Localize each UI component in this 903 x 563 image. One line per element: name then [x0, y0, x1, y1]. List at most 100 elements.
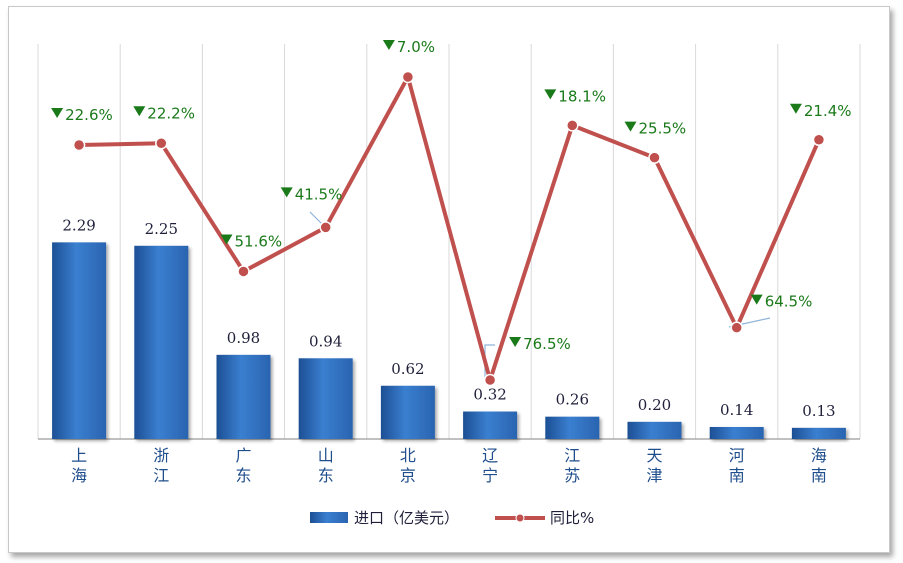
down-triangle-icon [509, 337, 522, 347]
legend-bar-label: 进口（亿美元） [354, 509, 459, 527]
pct-value-label: 64.5% [765, 293, 813, 311]
line-point-7 [648, 151, 661, 164]
pct-label-group: 7.0% [382, 38, 435, 56]
legend-bar-swatch [310, 512, 348, 523]
pct-value-label: 25.5% [639, 120, 687, 138]
bar-9 [791, 427, 846, 439]
bar-value-label: 0.14 [720, 401, 753, 419]
category-label: 海南 [811, 446, 827, 485]
down-triangle-icon [280, 187, 293, 198]
bar-value-label: 2.25 [145, 220, 178, 238]
pct-value-label: 21.4% [804, 102, 852, 120]
pct-value-label: 22.2% [147, 104, 195, 122]
line-series [72, 70, 826, 387]
bar-1 [134, 245, 189, 439]
leader-line [309, 211, 323, 225]
bar-3 [298, 358, 353, 439]
down-triangle-icon [51, 108, 64, 119]
category-char: 广 [235, 446, 251, 465]
pct-label-group: 22.2% [133, 104, 195, 122]
pct-label-group: 41.5% [280, 185, 343, 203]
category-char: 苏 [564, 466, 580, 485]
pct-value-label: 22.6% [65, 106, 113, 124]
line-point-1 [155, 137, 168, 150]
line-path [79, 75, 821, 382]
pct-label-group: 51.6% [220, 232, 283, 250]
line-point-3 [319, 221, 332, 234]
bar-value-label: 0.98 [227, 329, 260, 347]
pct-label-group: 64.5% [750, 293, 813, 311]
pct-value-label: 76.5% [523, 335, 571, 353]
category-char: 辽 [482, 446, 498, 465]
bar-8 [709, 426, 764, 439]
down-triangle-icon [750, 294, 763, 305]
line-point-5 [483, 373, 497, 387]
legend-line-label: 同比% [550, 509, 594, 527]
data-labels: 2.29 2.25 0.98 0.94 0.62 0.32 0.26 0.20 0.14 0.13… [51, 38, 852, 420]
bar-value-label: 0.94 [309, 332, 342, 350]
bar-2 [216, 354, 271, 439]
category-char: 海 [811, 446, 827, 465]
line-point-9 [812, 133, 826, 147]
bar-value-label: 0.32 [473, 386, 506, 404]
down-triangle-icon [624, 121, 637, 132]
pct-label-group: 76.5% [509, 335, 571, 353]
line-point-0 [72, 138, 86, 152]
category-char: 天 [646, 446, 662, 465]
bar-4 [380, 385, 435, 439]
category-char: 江 [564, 446, 580, 465]
category-char: 东 [318, 466, 334, 485]
pct-value-label: 18.1% [558, 87, 606, 105]
category-char: 宁 [482, 466, 498, 485]
category-label: 辽宁 [482, 446, 498, 485]
down-triangle-icon [220, 234, 233, 245]
legend: 进口（亿美元） 同比% [310, 509, 594, 527]
category-char: 南 [811, 466, 827, 485]
down-triangle-icon [544, 89, 557, 100]
category-char: 北 [400, 446, 416, 465]
category-char: 津 [646, 466, 662, 485]
pct-value-label: 7.0% [397, 38, 435, 56]
pct-label-group: 21.4% [789, 102, 852, 120]
category-label: 浙江 [153, 446, 169, 485]
line-point-2 [237, 265, 250, 278]
pct-label-group: 25.5% [624, 120, 687, 138]
category-char: 浙 [153, 446, 169, 465]
category-label: 山东 [318, 446, 334, 485]
category-label: 上海 [71, 446, 87, 485]
bar-7 [627, 421, 682, 439]
category-label: 江苏 [564, 446, 580, 485]
bar-0 [52, 242, 107, 439]
pct-label-group: 18.1% [544, 87, 606, 105]
line-point-6 [566, 119, 579, 132]
category-char: 京 [400, 466, 416, 485]
bar-value-label: 2.29 [62, 216, 95, 234]
bar-value-label: 0.62 [391, 360, 424, 378]
legend-line-marker [515, 513, 525, 523]
category-char: 南 [729, 466, 745, 485]
category-char: 河 [729, 446, 745, 465]
category-label: 河南 [729, 446, 745, 485]
bar-value-label: 0.20 [638, 396, 671, 414]
bar-series [52, 242, 846, 439]
pct-value-label: 41.5% [295, 185, 343, 203]
line-point-8 [730, 321, 743, 334]
down-triangle-icon [789, 103, 802, 114]
bar-value-label: 0.26 [556, 391, 589, 409]
pct-value-label: 51.6% [235, 232, 283, 250]
category-char: 海 [71, 466, 87, 485]
line-point-4 [401, 70, 415, 84]
category-char: 山 [318, 446, 334, 465]
down-triangle-icon [382, 40, 395, 50]
category-char: 上 [71, 446, 87, 465]
bar-5 [463, 411, 518, 439]
category-label: 北京 [400, 446, 416, 485]
category-char: 江 [153, 466, 169, 485]
pct-label-group: 22.6% [51, 106, 113, 124]
bar-6 [545, 416, 600, 439]
category-label: 天津 [646, 446, 662, 485]
bar-value-label: 0.13 [802, 402, 835, 420]
down-triangle-icon [133, 106, 146, 117]
